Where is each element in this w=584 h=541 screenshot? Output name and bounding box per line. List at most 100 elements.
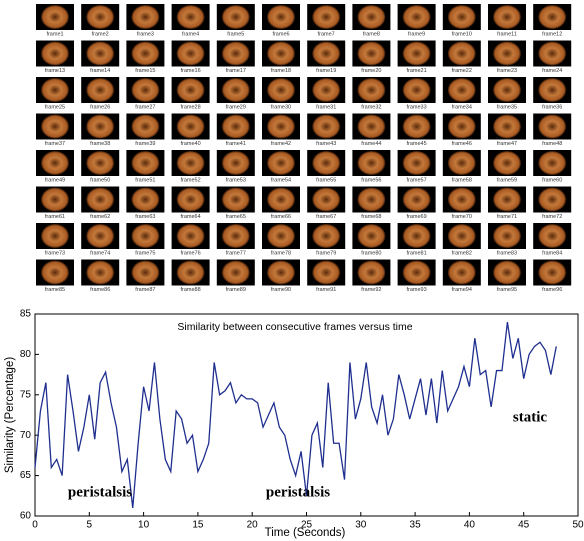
frame-label: frame8: [363, 31, 380, 37]
thumbnail-image: [86, 78, 114, 102]
thumbnail-image: [312, 224, 340, 248]
thumbnail-image: [131, 188, 159, 212]
thumbnail-image: [448, 5, 476, 29]
frame-label: frame74: [90, 250, 110, 256]
frame-label: frame52: [181, 177, 201, 183]
thumbnail-image: [267, 261, 295, 285]
thumbnail-image: [222, 115, 250, 139]
frame-label: frame37: [45, 141, 65, 147]
x-tick-label: 35: [410, 520, 422, 531]
frame-label: frame49: [45, 177, 65, 183]
chart-title: Similarity between consecutive frames ve…: [177, 321, 412, 333]
x-tick-label: 40: [464, 520, 476, 531]
frame-label: frame92: [361, 287, 381, 293]
thumbnail-image: [403, 224, 431, 248]
thumbnail-image: [177, 115, 205, 139]
thumbnail-image: [538, 261, 566, 285]
thumbnail-image: [403, 5, 431, 29]
frame-label: frame24: [542, 68, 562, 74]
frame-label: frame55: [316, 177, 336, 183]
thumbnail-image: [493, 5, 521, 29]
frame-label: frame16: [181, 68, 201, 74]
thumbnail-image: [222, 78, 250, 102]
thumbnail-image: [131, 151, 159, 175]
frame-label: frame71: [497, 214, 517, 220]
annotation: peristalsis: [68, 484, 132, 500]
x-tick-label: 5: [87, 520, 93, 531]
y-tick-label: 70: [20, 430, 32, 441]
frame-label: frame18: [271, 68, 291, 74]
frame-label: frame64: [181, 214, 201, 220]
frame-label: frame15: [135, 68, 155, 74]
frame-label: frame14: [90, 68, 110, 74]
frame-label: frame17: [226, 68, 246, 74]
thumbnail-image: [357, 5, 385, 29]
thumbnail-image: [403, 188, 431, 212]
thumbnail-image: [538, 224, 566, 248]
frame-label: frame39: [135, 141, 155, 147]
frame-label: frame30: [271, 104, 291, 110]
frame-label: frame43: [316, 141, 336, 147]
frame-label: frame96: [542, 287, 562, 293]
thumbnail-image: [312, 78, 340, 102]
frame-label: frame89: [226, 287, 246, 293]
thumbnail-image: [86, 115, 114, 139]
thumbnail-image: [448, 261, 476, 285]
thumbnail-image: [131, 5, 159, 29]
frame-label: frame42: [271, 141, 291, 147]
frame-label: frame7: [318, 31, 335, 37]
thumbnail-image: [493, 224, 521, 248]
thumbnail-image: [357, 151, 385, 175]
thumbnail-image: [177, 151, 205, 175]
frame-label: frame27: [135, 104, 155, 110]
frame-label: frame76: [181, 250, 201, 256]
frame-label: frame87: [135, 287, 155, 293]
thumbnail-image: [403, 115, 431, 139]
annotation: static: [513, 409, 547, 425]
thumbnail-image: [41, 261, 69, 285]
thumbnail-image: [493, 261, 521, 285]
thumbnail-image: [357, 224, 385, 248]
thumbnail-image: [41, 5, 69, 29]
frame-label: frame86: [90, 287, 110, 293]
thumbnail-image: [538, 151, 566, 175]
frame-label: frame13: [45, 68, 65, 74]
thumbnail-image: [312, 261, 340, 285]
thumbnail-image: [357, 261, 385, 285]
thumbnail-image: [312, 5, 340, 29]
frame-label: frame84: [542, 250, 562, 256]
frame-label: frame61: [45, 214, 65, 220]
thumbnail-image: [448, 188, 476, 212]
x-tick-label: 15: [192, 520, 204, 531]
y-tick-label: 65: [20, 470, 32, 481]
frame-label: frame54: [271, 177, 291, 183]
thumbnail-image: [267, 78, 295, 102]
frame-label: frame23: [497, 68, 517, 74]
thumbnail-image: [131, 261, 159, 285]
thumbnail-image: [267, 115, 295, 139]
frame-label: frame26: [90, 104, 110, 110]
frame-label: frame5: [227, 31, 244, 37]
thumbnail-image: [448, 78, 476, 102]
thumbnail-image: [448, 42, 476, 66]
frame-label: frame58: [452, 177, 472, 183]
frame-label: frame83: [497, 250, 517, 256]
frame-label: frame59: [497, 177, 517, 183]
x-tick-label: 45: [518, 520, 530, 531]
frame-label: frame80: [361, 250, 381, 256]
thumbnail-image: [403, 78, 431, 102]
thumbnail-image: [86, 261, 114, 285]
frame-label: frame90: [271, 287, 291, 293]
thumbnail-image: [448, 151, 476, 175]
thumbnail-image: [86, 42, 114, 66]
frame-label: frame57: [407, 177, 427, 183]
thumbnail-image: [538, 78, 566, 102]
thumbnail-image: [131, 224, 159, 248]
thumbnail-image: [312, 115, 340, 139]
frame-label: frame50: [90, 177, 110, 183]
frame-label: frame36: [542, 104, 562, 110]
x-axis-label: Time (Seconds): [265, 527, 346, 539]
thumbnail-image: [493, 42, 521, 66]
thumbnail-image: [86, 188, 114, 212]
frame-label: frame68: [361, 214, 381, 220]
